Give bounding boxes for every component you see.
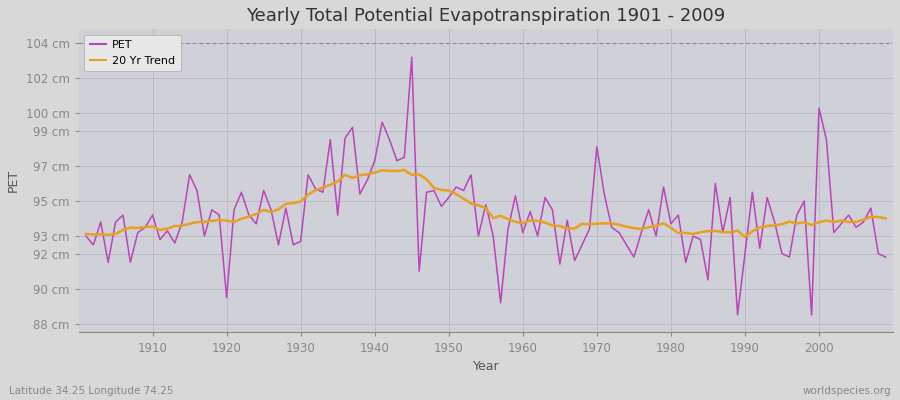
Title: Yearly Total Potential Evapotranspiration 1901 - 2009: Yearly Total Potential Evapotranspiratio… [247,7,725,25]
X-axis label: Year: Year [472,360,500,373]
Legend: PET, 20 Yr Trend: PET, 20 Yr Trend [84,35,181,72]
Y-axis label: PET: PET [7,169,20,192]
Text: worldspecies.org: worldspecies.org [803,386,891,396]
Text: Latitude 34.25 Longitude 74.25: Latitude 34.25 Longitude 74.25 [9,386,174,396]
